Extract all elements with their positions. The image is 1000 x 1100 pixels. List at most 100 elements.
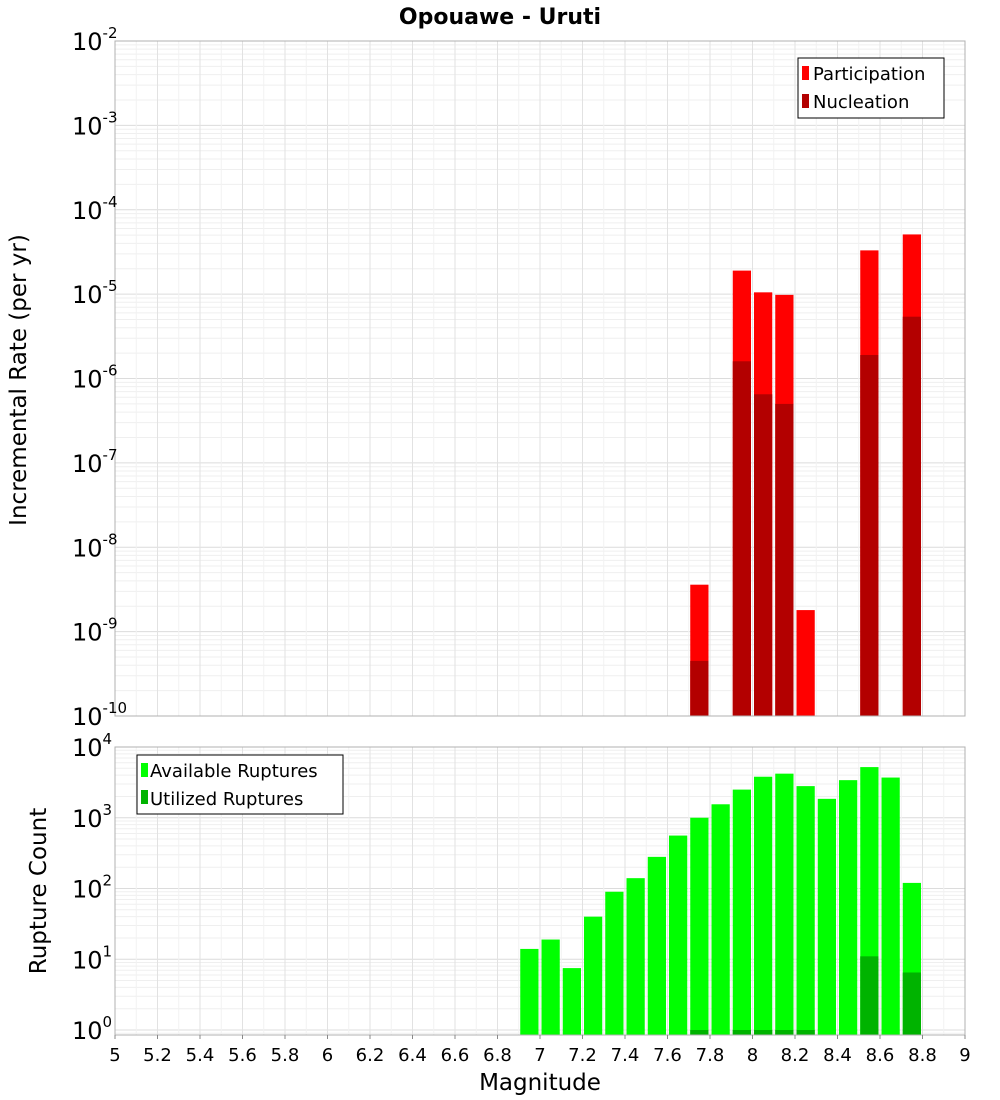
tick-exponent: -2	[103, 24, 118, 42]
rate-y-tick-label: 10-2	[72, 24, 118, 56]
rate-plot-border	[114, 40, 966, 717]
bar-available-ruptures	[881, 777, 900, 1035]
x-tick-label: 8.2	[781, 1045, 810, 1066]
x-tick-label: 6	[322, 1045, 333, 1066]
count-x-ticks: 5 5.2 5.4 5.6 5.8 6 6.2 6.4 6.6 6.8 7 7.2 7.4 7.6 7.8 8…	[109, 1035, 971, 1066]
count-y-tick-label: 100	[72, 1013, 112, 1045]
x-tick-label: 6.4	[398, 1045, 427, 1066]
bar-available-ruptures	[690, 817, 709, 1035]
rate-y-tick-label: 10-9	[72, 615, 118, 647]
bar-available-ruptures	[669, 835, 688, 1035]
count-legend: Available Ruptures Utilized Ruptures	[136, 754, 344, 815]
tick-base: 10	[72, 1017, 103, 1045]
bar-utilized-ruptures	[732, 1030, 751, 1035]
x-tick-label: 7.4	[611, 1045, 640, 1066]
tick-base: 10	[72, 450, 103, 478]
bar-available-ruptures	[732, 789, 751, 1035]
legend-label-nucleation: Nucleation	[813, 92, 909, 113]
tick-exponent: -4	[103, 193, 118, 211]
count-y-axis-label: Rupture Count	[26, 808, 52, 974]
tick-base: 10	[72, 197, 103, 225]
count-legend-box	[136, 754, 344, 815]
legend-label-utilized-ruptures: Utilized Ruptures	[150, 789, 303, 810]
x-axis-label: Magnitude	[479, 1070, 601, 1096]
rate-bars	[690, 234, 921, 717]
rate-grid	[114, 41, 966, 717]
tick-exponent: 0	[103, 1013, 113, 1031]
legend-label-participation: Participation	[813, 64, 925, 85]
rate-legend-box	[797, 57, 945, 119]
rate-y-tick-label: 10-6	[72, 362, 118, 394]
count-y-tick-label: 104	[72, 730, 112, 762]
x-tick-label: 7.2	[568, 1045, 597, 1066]
bar-utilized-ruptures	[775, 1030, 794, 1035]
tick-exponent: -3	[103, 108, 118, 126]
legend-swatch-available-ruptures	[141, 763, 148, 777]
bar-nucleation	[775, 403, 794, 716]
x-tick-label: 8	[747, 1045, 758, 1066]
x-tick-label: 7.8	[696, 1045, 725, 1066]
bar-available-ruptures	[711, 804, 730, 1035]
bar-available-ruptures	[775, 773, 794, 1035]
bar-participation	[796, 610, 815, 716]
bar-utilized-ruptures	[796, 1030, 815, 1035]
bar-utilized-ruptures	[860, 956, 879, 1035]
bar-available-ruptures	[796, 786, 815, 1035]
tick-exponent: 1	[103, 942, 113, 960]
tick-exponent: -9	[103, 615, 118, 633]
bar-available-ruptures	[839, 780, 858, 1035]
tick-exponent: -7	[103, 446, 118, 464]
tick-base: 10	[72, 805, 103, 833]
tick-base: 10	[72, 281, 103, 309]
chart-title: Opouawe - Uruti	[399, 5, 601, 30]
tick-exponent: 2	[103, 872, 113, 890]
bar-nucleation	[902, 316, 921, 716]
count-y-tick-label: 101	[72, 942, 112, 974]
tick-base: 10	[72, 534, 103, 562]
legend-swatch-nucleation	[802, 94, 809, 108]
bar-available-ruptures	[647, 856, 666, 1035]
rate-y-tick-label: 10-7	[72, 446, 118, 478]
x-tick-label: 5.2	[143, 1045, 172, 1066]
bar-available-ruptures	[754, 776, 773, 1035]
tick-base: 10	[72, 734, 103, 762]
bar-nucleation	[754, 394, 773, 716]
rate-y-tick-label: 10-8	[72, 530, 118, 562]
legend-label-available-ruptures: Available Ruptures	[150, 761, 318, 782]
tick-base: 10	[72, 703, 103, 731]
bar-available-ruptures	[584, 916, 603, 1035]
count-y-tick-label: 102	[72, 872, 112, 904]
x-tick-label: 5.4	[186, 1045, 215, 1066]
bar-nucleation	[732, 361, 751, 716]
tick-base: 10	[72, 946, 103, 974]
rate-legend: Participation Nucleation	[797, 57, 945, 119]
count-y-tick-label: 103	[72, 801, 112, 833]
bar-utilized-ruptures	[754, 1030, 773, 1035]
x-tick-label: 6.2	[356, 1045, 385, 1066]
x-tick-label: 7	[534, 1045, 545, 1066]
rate-y-tick-label: 10-3	[72, 108, 118, 140]
x-tick-label: 9	[959, 1045, 970, 1066]
tick-base: 10	[72, 366, 103, 394]
bar-nucleation	[690, 660, 709, 716]
x-tick-label: 8.6	[866, 1045, 895, 1066]
x-tick-label: 7.6	[653, 1045, 682, 1066]
tick-exponent: -10	[103, 699, 128, 717]
rate-y-tick-label: 10-5	[72, 277, 118, 309]
bar-utilized-ruptures	[902, 972, 921, 1035]
bar-available-ruptures	[562, 968, 581, 1035]
tick-exponent: 3	[103, 801, 113, 819]
tick-exponent: 4	[103, 730, 113, 748]
x-tick-label: 5.6	[228, 1045, 257, 1066]
tick-base: 10	[72, 28, 103, 56]
x-tick-label: 8.8	[908, 1045, 937, 1066]
bar-utilized-ruptures	[690, 1030, 709, 1035]
bar-available-ruptures	[541, 939, 560, 1035]
x-tick-label: 6.6	[441, 1045, 470, 1066]
tick-base: 10	[72, 619, 103, 647]
x-tick-label: 5.8	[271, 1045, 300, 1066]
